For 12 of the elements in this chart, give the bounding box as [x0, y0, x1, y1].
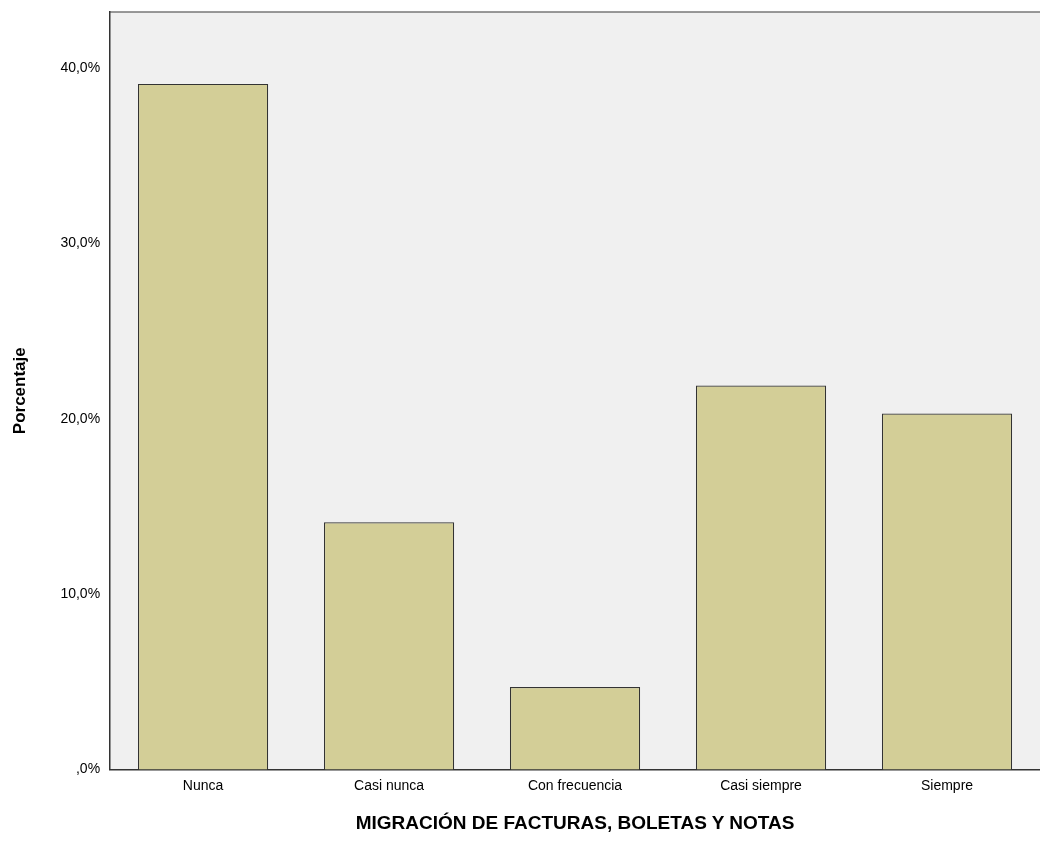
y-axis-title: Porcentaje [9, 347, 29, 435]
x-tick-label: Casi siempre [720, 776, 803, 793]
x-tick-label: Casi nunca [354, 776, 425, 793]
y-tick-label: 20,0% [60, 409, 101, 426]
x-tick-label: Nunca [182, 776, 224, 793]
y-tick-label: 10,0% [60, 584, 101, 601]
x-tick-label: Con frecuencia [527, 776, 623, 793]
x-tick-label: Siempre [920, 776, 974, 793]
y-tick-label: 40,0% [60, 58, 101, 75]
y-tick-label: ,0% [75, 760, 101, 777]
y-tick-label: 30,0% [60, 234, 101, 251]
x-axis-title: MIGRACIÓN DE FACTURAS, BOLETAS Y NOTAS [355, 811, 795, 833]
